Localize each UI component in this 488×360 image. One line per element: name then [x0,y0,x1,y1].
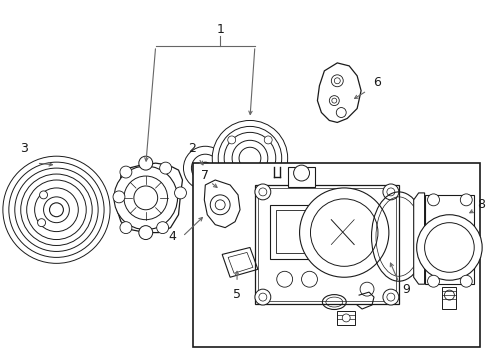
Circle shape [258,188,266,196]
Circle shape [120,166,132,178]
Circle shape [382,289,398,305]
Bar [254,185,398,304]
Polygon shape [117,163,182,233]
Circle shape [459,194,471,206]
Circle shape [199,162,211,174]
Circle shape [114,166,177,230]
Circle shape [299,188,388,277]
Circle shape [160,162,171,174]
Circle shape [276,271,292,287]
Circle shape [227,172,235,180]
Circle shape [183,146,226,190]
Bar [287,167,315,187]
Bar [337,311,354,325]
Bar [275,210,323,253]
Text: 6: 6 [372,76,380,89]
Circle shape [20,174,92,246]
Circle shape [444,290,453,300]
Bar [193,163,479,347]
Circle shape [227,136,235,144]
Circle shape [15,168,98,251]
Text: 8: 8 [476,198,484,211]
Bar [442,287,455,309]
Circle shape [120,222,132,234]
Circle shape [416,215,481,280]
Text: 9: 9 [401,283,409,296]
Circle shape [386,188,394,196]
Text: 7: 7 [201,168,209,181]
Circle shape [212,121,287,196]
Circle shape [427,275,439,287]
Circle shape [49,203,63,217]
Circle shape [264,172,272,180]
Circle shape [40,191,47,199]
Circle shape [239,147,260,169]
Circle shape [9,162,104,257]
Circle shape [123,176,167,220]
Polygon shape [413,193,424,284]
Polygon shape [317,63,360,122]
Circle shape [218,126,281,190]
Circle shape [210,195,230,215]
Circle shape [424,223,473,272]
Text: 3: 3 [20,142,28,155]
Circle shape [254,289,270,305]
Circle shape [3,156,110,264]
Circle shape [232,140,267,176]
Circle shape [27,180,86,239]
Circle shape [264,136,272,144]
Bar [424,195,473,284]
Circle shape [334,78,340,84]
Circle shape [331,98,336,103]
Circle shape [359,282,373,296]
Polygon shape [204,180,240,228]
Bar [257,188,395,301]
Circle shape [328,96,339,105]
Circle shape [35,188,78,231]
Text: 1: 1 [216,23,224,36]
Circle shape [139,226,152,239]
Circle shape [459,275,471,287]
Circle shape [43,197,69,223]
Circle shape [254,184,270,200]
Circle shape [258,293,266,301]
Circle shape [293,165,309,181]
Circle shape [174,187,186,199]
Circle shape [224,132,275,184]
Circle shape [38,219,45,227]
Circle shape [191,154,219,182]
Text: 4: 4 [168,230,176,243]
Circle shape [382,184,398,200]
Text: 2: 2 [188,142,196,155]
Circle shape [386,293,394,301]
Circle shape [156,222,168,234]
Circle shape [301,271,317,287]
Text: 5: 5 [233,288,241,301]
Circle shape [139,156,152,170]
Circle shape [342,314,349,322]
Circle shape [331,75,343,87]
Circle shape [427,194,439,206]
Circle shape [134,186,157,210]
Circle shape [336,108,346,117]
Circle shape [310,199,377,266]
Bar [269,205,328,260]
Circle shape [215,200,224,210]
Circle shape [113,191,124,203]
